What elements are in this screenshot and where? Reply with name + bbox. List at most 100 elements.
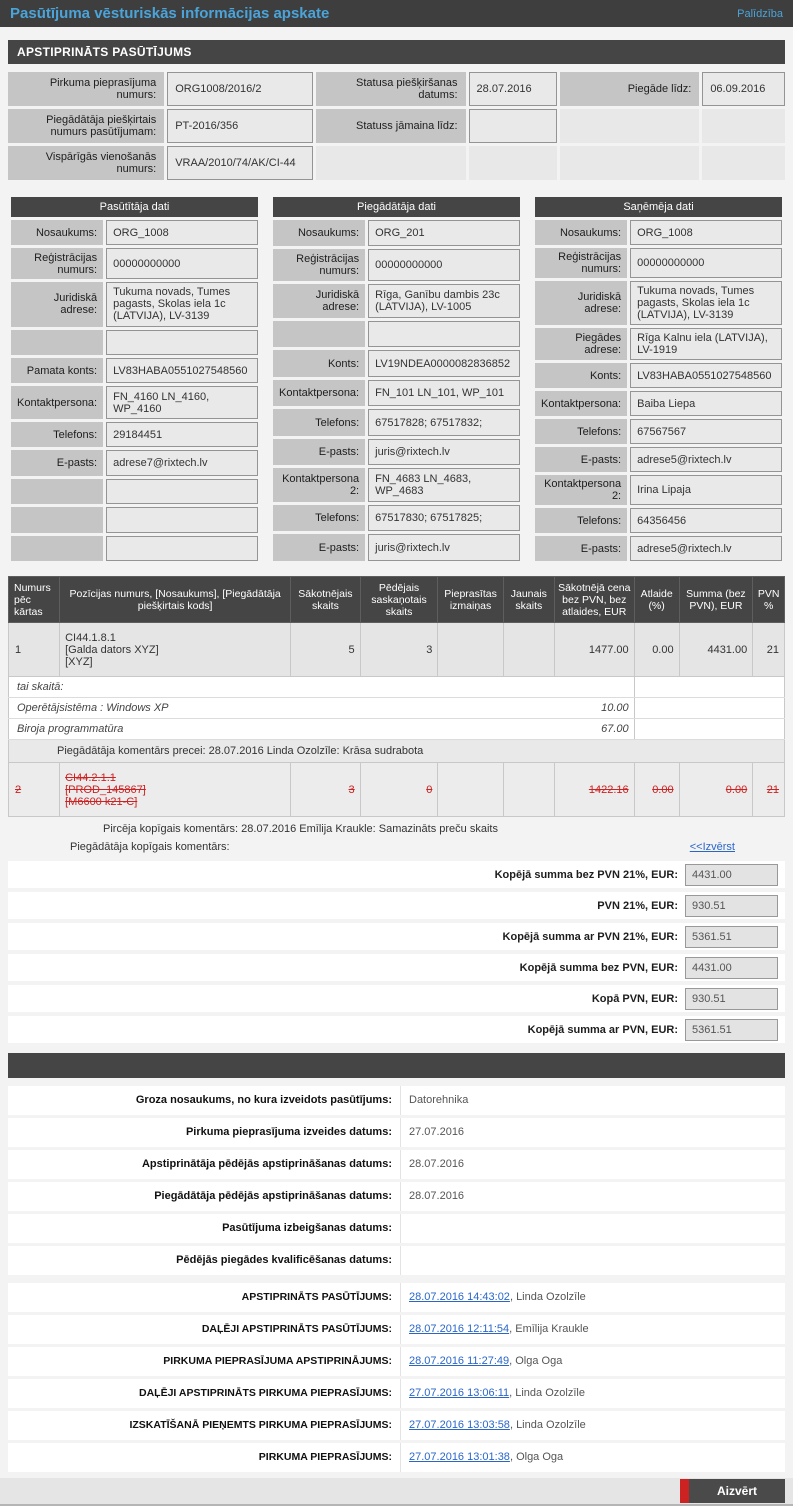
history-label: PIRKUMA PIEPRASĪJUMA APSTIPRINĀJUMS: (163, 1355, 392, 1367)
detail-row: Pēdējās piegādes kvalificēšanas datums: (8, 1246, 785, 1275)
footer-bar: Aizvērt (0, 1478, 793, 1506)
party-field-value: ORG_1008 (106, 220, 258, 246)
party-row: Telefons: 29184451 (11, 421, 258, 448)
item-row: 1 CI44.1.8.1 [Galda dators XYZ] [XYZ] 5 … (7, 622, 785, 677)
history-user: Olga Oga (509, 1355, 562, 1367)
included-label: tai skaitā: (8, 676, 635, 698)
party-field-label: Juridiskā adrese: (273, 284, 366, 319)
item-agreed-qty: 3 (359, 622, 439, 677)
party-field-label: E-pasts: (273, 438, 366, 466)
party-field-label: Kontaktpersona 2: (535, 475, 628, 505)
total-value: 4431.00 (685, 863, 778, 886)
history-timestamp-link[interactable]: 27.07.2016 13:03:58 (409, 1419, 510, 1431)
detail-label: Piegādātāja pēdējās apstiprināšanas datu… (154, 1190, 392, 1202)
detail-row: Piegādātāja pēdējās apstiprināšanas datu… (8, 1182, 785, 1211)
component-name: Biroja programmatūra (8, 718, 555, 740)
history-timestamp-link[interactable]: 28.07.2016 11:27:49 (409, 1355, 510, 1367)
party-row: E-pasts: adrese7@rixtech.lv (11, 450, 258, 476)
party-field-value: Tukuma novads, Tumes pagasts, Skolas iel… (106, 281, 258, 327)
party-field-value: juris@rixtech.lv (368, 534, 520, 561)
history-row: DAĻĒJI APSTIPRINĀTS PIRKUMA PIEPRASĪJUMS… (8, 1379, 785, 1408)
item-code: CI44.1.8.1 [Galda dators XYZ] [XYZ] (59, 622, 292, 677)
party-field-label: E-pasts: (273, 534, 366, 561)
party-field-label (273, 321, 366, 348)
party-field-value: LV83HABA0551027548560 (630, 363, 782, 388)
section-divider-bar (8, 1053, 785, 1078)
item-requested-changes (437, 762, 504, 817)
comments-section: Pircēja kopīgais komentārs: 28.07.2016 E… (8, 823, 785, 853)
detail-value: 28.07.2016 (400, 1150, 785, 1179)
item-new-qty (502, 762, 555, 817)
history-user: Linda Ozolzīle (510, 1291, 586, 1303)
party-field-value: LV83HABA0551027548560 (106, 358, 258, 384)
party-field-value: 00000000000 (368, 249, 520, 282)
party-field-label: Kontaktpersona: (11, 386, 104, 419)
party-row: Kontaktpersona: FN_4160 LN_4160, WP_4160 (11, 386, 258, 419)
item-initial-qty: 5 (290, 622, 361, 677)
party-field-label: Konts: (273, 350, 366, 377)
items-column-header: Numurs pēc kārtas (7, 576, 61, 623)
total-row: Kopējā summa ar PVN, EUR: 5361.51 (8, 1016, 785, 1043)
party-row (11, 478, 258, 505)
order-info-row: Pirkuma pieprasījuma numurs: ORG1008/201… (8, 72, 785, 106)
field-label: Statuss jāmaina līdz: (316, 109, 466, 143)
total-label: Kopā PVN, EUR: (591, 992, 678, 1005)
party-row: Nosaukums: ORG_201 (273, 220, 520, 247)
items-column-header: Pozīcijas numurs, [Nosaukums], [Piegādāt… (59, 576, 292, 623)
party-field-value: 64356456 (630, 508, 782, 533)
expand-link[interactable]: <<Izvērst (689, 841, 735, 853)
items-column-header: Pēdējais saskaņotais skaits (359, 576, 439, 623)
party-field-label: Nosaukums: (273, 220, 366, 247)
total-label: Kopējā summa bez PVN 21%, EUR: (494, 868, 678, 881)
history-value: 27.07.2016 13:03:58Linda Ozolzīle (400, 1411, 785, 1440)
total-row: Kopā PVN, EUR: 930.51 (8, 985, 785, 1012)
history-label: PIRKUMA PIEPRASĪJUMS: (258, 1451, 392, 1463)
detail-label: Pirkuma pieprasījuma izveides datums: (185, 1126, 392, 1138)
party-row: Kontaktpersona 2: FN_4683 LN_4683, WP_46… (273, 468, 520, 503)
total-row: Kopējā summa bez PVN, EUR: 4431.00 (8, 954, 785, 981)
party-field-label: Piegādes adrese: (535, 328, 628, 360)
party-row: Reģistrācijas numurs: 00000000000 (11, 248, 258, 279)
items-column-header: PVN % (752, 576, 785, 623)
party-field-value (106, 329, 258, 356)
detail-value: 27.07.2016 (400, 1118, 785, 1147)
history-row: PIRKUMA PIEPRASĪJUMS: 27.07.2016 13:01:3… (8, 1443, 785, 1472)
history-label: DAĻĒJI APSTIPRINĀTS PASŪTĪJUMS: (201, 1323, 392, 1335)
total-value: 5361.51 (685, 1018, 778, 1041)
history-timestamp-link[interactable]: 28.07.2016 14:43:02 (409, 1291, 510, 1303)
party-field-label: Nosaukums: (535, 220, 628, 245)
detail-label: Pēdējās piegādes kvalificēšanas datums: (176, 1254, 392, 1266)
total-value: 930.51 (685, 894, 778, 917)
field-value: ORG1008/2016/2 (167, 72, 314, 106)
items-column-header: Summa (bez PVN), EUR (678, 576, 754, 623)
history-value: 28.07.2016 14:43:02Linda Ozolzīle (400, 1283, 785, 1312)
party-field-value (106, 507, 258, 533)
history-timestamp-link[interactable]: 28.07.2016 12:11:54 (409, 1323, 510, 1335)
party-field-value: 00000000000 (106, 248, 258, 279)
party-data-section: Pasūtītāja dati Nosaukums: ORG_1008 Reģi… (8, 194, 785, 564)
party-row: Kontaktpersona: FN_101 LN_101, WP_101 (273, 379, 520, 407)
item-discount: 0.00 (633, 762, 680, 817)
party-row: Juridiskā adrese: Rīga, Ganību dambis 23… (273, 284, 520, 319)
status-header: APSTIPRINĀTS PASŪTĪJUMS (8, 40, 785, 64)
party-table-title: Pasūtītāja dati (11, 197, 258, 217)
party-row (11, 535, 258, 561)
empty-cell (633, 676, 785, 698)
help-link[interactable]: Palīdzība (737, 7, 783, 20)
party-table-orderer: Pasūtītāja dati Nosaukums: ORG_1008 Reģi… (8, 194, 261, 564)
history-label: IZSKATĪŠANĀ PIEŅEMTS PIRKUMA PIEPRASĪJUM… (129, 1419, 392, 1431)
detail-label: Groza nosaukums, no kura izveidots pasūt… (135, 1094, 392, 1106)
empty-cell (702, 109, 785, 143)
close-button-label: Aizvērt (688, 1479, 785, 1503)
party-field-label: E-pasts: (11, 450, 104, 476)
detail-row: Apstiprinātāja pēdējās apstiprināšanas d… (8, 1150, 785, 1179)
history-timestamp-link[interactable]: 27.07.2016 13:06:11 (409, 1387, 510, 1399)
close-button[interactable]: Aizvērt (679, 1479, 785, 1503)
party-table-supplier: Piegādātāja dati Nosaukums: ORG_201 Reģi… (270, 194, 523, 564)
total-row: Kopējā summa ar PVN 21%, EUR: 5361.51 (8, 923, 785, 950)
party-field-value (106, 535, 258, 561)
status-history-section: APSTIPRINĀTS PASŪTĪJUMS: 28.07.2016 14:4… (8, 1283, 785, 1472)
party-field-label: E-pasts: (535, 536, 628, 561)
party-field-label: Pamata konts: (11, 358, 104, 384)
history-timestamp-link[interactable]: 27.07.2016 13:01:38 (409, 1451, 510, 1463)
